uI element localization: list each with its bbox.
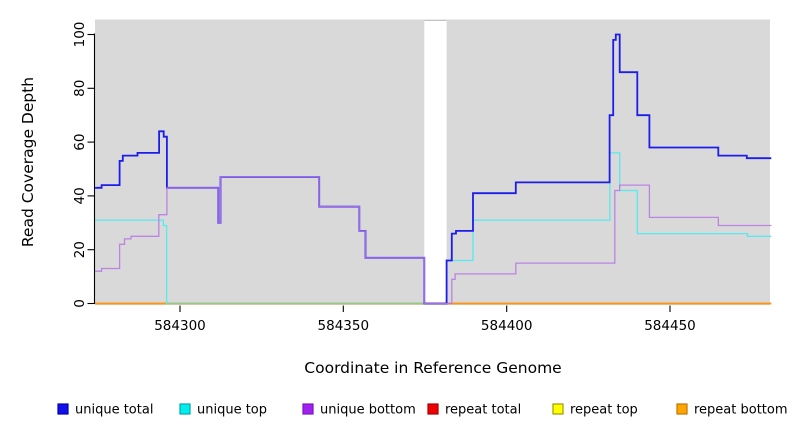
legend-swatch-unique-top <box>179 403 191 415</box>
legend-swatch-repeat-total <box>427 403 439 415</box>
legend-item-unique-bottom: unique bottom <box>302 403 416 418</box>
legend-swatch-unique-bottom <box>302 403 314 415</box>
legend-label: repeat bottom <box>694 403 788 418</box>
series-unique-top <box>95 152 772 305</box>
x-tick-label: 584300 <box>154 318 206 334</box>
legend-item-unique-total: unique total <box>57 403 153 418</box>
y-tick-label: 0 <box>72 299 88 308</box>
x-tick-label: 584400 <box>481 318 533 334</box>
legend-item-repeat-top: repeat top <box>552 403 638 418</box>
y-tick-label: 20 <box>72 241 88 258</box>
legend-item-repeat-total: repeat total <box>427 403 521 418</box>
y-tick-label: 100 <box>72 22 88 48</box>
legend-swatch-repeat-top <box>552 403 564 415</box>
y-tick-label: 60 <box>72 134 88 151</box>
x-axis-label: Coordinate in Reference Genome <box>304 359 561 377</box>
y-axis-label: Read Coverage Depth <box>19 77 37 247</box>
series-lines <box>95 33 772 305</box>
axes: 0 20 40 60 80 100 584300 584350 584400 584450 <box>72 22 696 334</box>
legend-label: unique total <box>75 403 153 418</box>
legend-item-repeat-bottom: repeat bottom <box>676 403 788 418</box>
y-tick-label: 40 <box>72 187 88 204</box>
x-tick-label: 584350 <box>318 318 370 334</box>
legend: unique total unique top unique bottom repea… <box>57 403 788 418</box>
legend-label: repeat top <box>570 403 638 418</box>
legend-item-unique-top: unique top <box>179 403 267 418</box>
plot-panel <box>95 19 770 305</box>
legend-swatch-repeat-bottom <box>676 403 688 415</box>
legend-label: unique bottom <box>320 403 416 418</box>
legend-swatch-unique-total <box>57 403 69 415</box>
x-tick-label: 584450 <box>644 318 696 334</box>
y-tick-label: 80 <box>72 80 88 97</box>
series-unique-bottom <box>95 176 772 305</box>
legend-label: repeat total <box>445 403 521 418</box>
legend-label: unique top <box>197 403 267 418</box>
gap-band <box>424 19 447 304</box>
